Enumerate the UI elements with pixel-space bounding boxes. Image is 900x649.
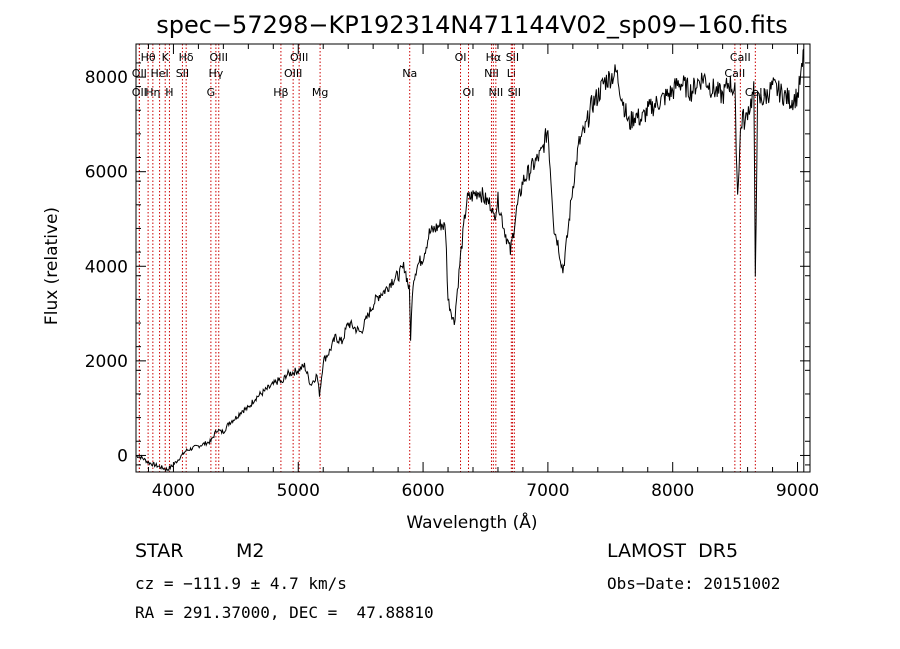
spectral-line-label: Na xyxy=(402,67,417,80)
object-subclass: M2 xyxy=(236,540,265,562)
spectral-line-label: Hθ xyxy=(141,51,156,64)
spectral-line-label: CaII xyxy=(745,86,766,99)
x-tick-label: 6000 xyxy=(401,481,444,501)
y-tick-label: 0 xyxy=(117,446,128,466)
spectral-line-label: Mg xyxy=(312,86,328,99)
y-tick-label: 8000 xyxy=(85,68,128,88)
spectral-line-label: OIII xyxy=(284,67,302,80)
spectral-line-label: NII xyxy=(484,67,499,80)
object-class: STAR xyxy=(135,540,184,562)
spectral-line-markers: HθHηOIIOIIHeIKHSIIHδGHγOIIIHβOIIIOIIIMgN… xyxy=(132,44,766,472)
plot-frame xyxy=(135,43,811,473)
x-tick-label: 5000 xyxy=(277,481,320,501)
spectral-line-label: CaII xyxy=(730,51,751,64)
spectral-line-label: OI xyxy=(463,86,475,99)
spectral-line-label: HeI xyxy=(150,67,168,80)
spectral-line-label: OIII xyxy=(210,51,228,64)
spectrum-line xyxy=(136,44,805,472)
spectral-line-label: H xyxy=(165,86,173,99)
spectral-line-label: K xyxy=(162,51,170,64)
survey-name: LAMOST DR5 xyxy=(607,540,739,562)
y-tick-label: 2000 xyxy=(85,352,128,372)
spectral-line-label: Hβ xyxy=(273,86,288,99)
spectral-line-label: G xyxy=(207,86,216,99)
observation-date: Obs−Date: 20151002 xyxy=(607,574,781,593)
spectral-line-label: Hα xyxy=(486,51,502,64)
redshift-cz: cz = −111.9 ± 4.7 km/s xyxy=(135,574,347,593)
y-axis-label: Flux (relative) xyxy=(42,207,62,325)
plot-axes: 4000 5000 6000 7000 8000 9000 0 2000 4000 6000 800… xyxy=(85,43,819,501)
x-tick-label: 9000 xyxy=(776,481,819,501)
x-tick-label: 7000 xyxy=(526,481,569,501)
y-tick-label: 4000 xyxy=(85,257,128,277)
x-axis-label: Wavelength (Å) xyxy=(406,511,537,533)
spectral-line-label: CaII xyxy=(724,67,745,80)
x-tick-label: 8000 xyxy=(651,481,694,501)
spectral-line-label: SII xyxy=(176,67,189,80)
spectral-line-label: Li xyxy=(507,67,516,80)
x-tick-label: 4000 xyxy=(152,481,195,501)
spectral-line-label: OI xyxy=(455,51,467,64)
y-tick-label: 6000 xyxy=(85,163,128,183)
spectral-line-label: NII xyxy=(488,86,503,99)
spectral-line-label: SII xyxy=(508,86,521,99)
spectral-line-label: OIII xyxy=(290,51,308,64)
ra-dec: RA = 291.37000, DEC = 47.88810 xyxy=(135,603,434,622)
spectral-line-label: Hη xyxy=(145,86,160,99)
spectral-line-label: Hδ xyxy=(179,51,194,64)
spectral-line-label: OII xyxy=(132,86,147,99)
spectral-line-label: Hγ xyxy=(208,67,223,80)
spectral-line-label: SII xyxy=(506,51,519,64)
chart-title: spec−57298−KP192314N471144V02_sp09−160.f… xyxy=(156,11,787,39)
